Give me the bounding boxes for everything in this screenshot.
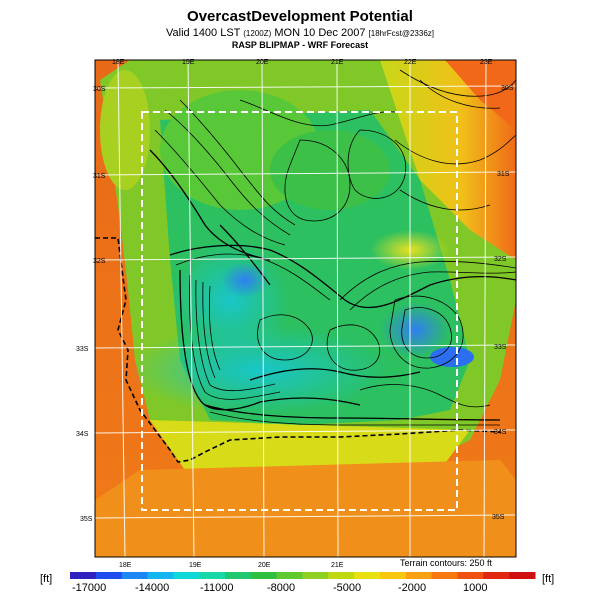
lat-label-right: 34S: [494, 429, 507, 436]
color-field: [95, 60, 516, 557]
terrain-contour-note: Terrain contours: 250 ft: [400, 558, 493, 568]
colorbar-tick-label: -17000: [72, 582, 106, 594]
map-frame: [94, 59, 517, 558]
northwest-yellowgreen: [100, 70, 150, 190]
colorbar-labels: -17000 -14000 -11000 -8000 -5000 -2000 1…: [72, 582, 487, 594]
colorbar-swatch: [380, 572, 407, 579]
lon-labels-top: 18E 19E 20E 21E 22E 23E: [112, 59, 493, 66]
colorbar-swatch: [405, 572, 433, 579]
colorbar-swatch: [457, 572, 484, 579]
colorbar-swatch: [225, 572, 252, 579]
lat-label-right: 33S: [494, 344, 507, 351]
blue-east-core: [430, 347, 474, 367]
colorbar-tick-label: -8000: [267, 582, 295, 594]
colorbar: [70, 572, 536, 579]
lat-label-left: 30S: [93, 86, 106, 93]
map-subtitle: Valid 1400 LST (1200Z) MON 10 Dec 2007 […: [0, 27, 600, 39]
colorbar-swatch: [199, 572, 226, 579]
south-coast-fill: [95, 460, 516, 557]
colorbar-swatch: [95, 572, 123, 579]
lat-label-left: 31S: [93, 173, 106, 180]
forecast-run: [18hrFcst@2336z]: [368, 29, 434, 38]
lon-label-top: 18E: [112, 59, 125, 66]
colorbar-swatch: [276, 572, 303, 579]
colorbar-tick-label: -5000: [333, 582, 361, 594]
colorbar-swatch: [173, 572, 200, 579]
lat-label-right: 32S: [494, 256, 507, 263]
lat-label-right: 35S: [492, 514, 505, 521]
lon-label-top: 23E: [480, 59, 493, 66]
lon-label-top: 21E: [331, 59, 344, 66]
graticule: [94, 59, 517, 558]
coastline: [95, 237, 501, 463]
unit-label-right: [ft]: [542, 573, 555, 585]
lon-label-top: 22E: [404, 59, 417, 66]
colorbar-tick-label: -2000: [398, 582, 426, 594]
colorbar-swatch: [328, 572, 355, 579]
lon-labels-bottom: 18E 19E 20E 21E: [119, 562, 344, 569]
lat-label-left: 35S: [80, 516, 93, 523]
colorbar-tick-label: -14000: [135, 582, 169, 594]
blue-west: [221, 262, 269, 298]
colorbar-swatch: [250, 572, 278, 579]
colorbar-tick-label: -11000: [200, 582, 233, 594]
northeast-fill: [445, 60, 516, 130]
colorbar-swatch: [354, 572, 381, 579]
colorbar-swatch: [302, 572, 329, 579]
utc-time: (1200Z): [243, 29, 272, 38]
lat-labels-left: 30S 31S 32S 33S 34S 35S: [76, 86, 106, 523]
colorbar-swatch: [483, 572, 510, 579]
colorbar-swatch: [121, 572, 148, 579]
lon-label-bottom: 21E: [331, 562, 344, 569]
valid-time: Valid 1400 LST: [166, 27, 241, 39]
lat-labels-right: 30S 31S 32S 33S 34S 35S: [492, 85, 514, 521]
lat-label-left: 32S: [93, 258, 106, 265]
lon-label-bottom: 20E: [258, 562, 271, 569]
unit-label-left: [ft]: [40, 573, 53, 585]
lat-label-right: 30S: [501, 85, 514, 92]
cyan-west: [170, 240, 290, 360]
inner-domain-box: [141, 111, 458, 511]
lon-label-top: 19E: [182, 59, 195, 66]
forecast-date: MON 10 Dec 2007: [274, 27, 366, 39]
colorbar-swatch: [70, 572, 97, 579]
map-title: OvercastDevelopment Potential: [187, 8, 413, 25]
colorbar-tick-label: 1000: [463, 582, 487, 594]
terrain-contours: [149, 69, 517, 426]
model-label: RASP BLIPMAP - WRF Forecast: [231, 40, 369, 50]
lon-label-top: 20E: [256, 59, 269, 66]
lon-label-bottom: 19E: [189, 562, 202, 569]
lat-label-left: 33S: [76, 346, 89, 353]
blue-east: [380, 302, 450, 358]
colorbar-swatch: [431, 572, 458, 579]
east-fill: [380, 60, 516, 260]
lat-label-left: 34S: [76, 431, 89, 438]
colorbar-swatch: [147, 572, 174, 579]
lon-label-bottom: 18E: [119, 562, 132, 569]
colorbar-swatch: [509, 572, 536, 579]
lat-label-right: 31S: [497, 171, 510, 178]
green-north-east: [270, 130, 390, 210]
